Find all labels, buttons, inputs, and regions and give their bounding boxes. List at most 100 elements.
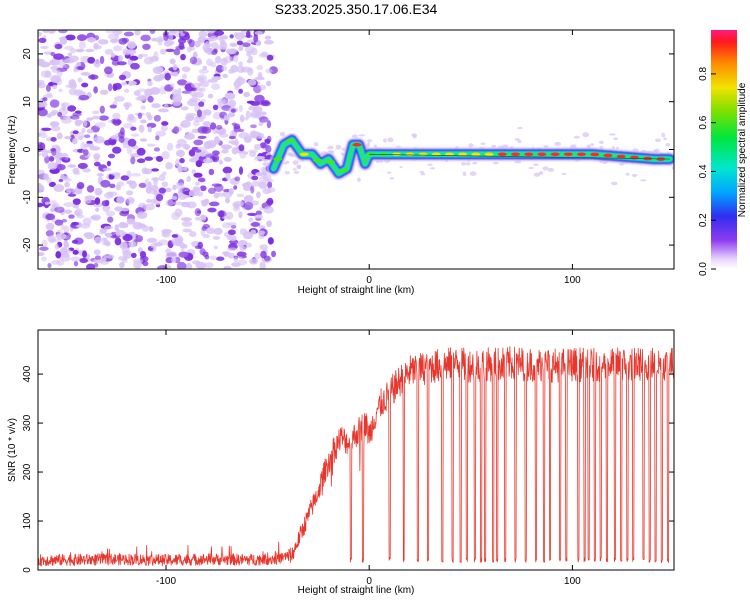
noise-blob	[164, 103, 169, 109]
noise-blob	[149, 55, 160, 62]
ridge-hotspot	[312, 158, 322, 163]
noise-blob	[171, 257, 177, 263]
noise-blob	[52, 84, 58, 90]
noise-blob	[222, 73, 228, 79]
noise-blob	[185, 114, 195, 121]
noise-blob	[163, 32, 169, 42]
noise-blob	[138, 53, 148, 57]
noise-blob	[99, 257, 107, 262]
noise-blob	[200, 214, 207, 221]
noise-blob	[126, 190, 134, 196]
noise-blob	[259, 142, 267, 149]
noise-blob	[103, 240, 110, 246]
noise-blob	[49, 121, 60, 127]
noise-blob	[238, 46, 244, 52]
noise-blob	[130, 126, 137, 131]
spectrogram-x-ticks: -100 0 100	[156, 30, 581, 286]
y-tick-label: 100	[22, 512, 33, 529]
noise-blob	[76, 61, 82, 67]
noise-blob	[246, 39, 256, 43]
ridge-hotspot	[577, 152, 587, 157]
noise-blob	[671, 166, 674, 170]
noise-blob	[220, 144, 232, 150]
noise-blob	[86, 144, 94, 148]
noise-blob	[165, 248, 172, 254]
noise-blob	[93, 153, 101, 160]
noise-blob	[472, 161, 478, 165]
noise-blob	[76, 214, 85, 219]
noise-blob	[100, 260, 109, 265]
noise-blob	[161, 151, 170, 160]
noise-blob	[256, 191, 261, 199]
noise-blob	[232, 200, 244, 207]
noise-blob	[265, 80, 272, 87]
noise-blob	[209, 255, 217, 261]
noise-blob	[91, 115, 101, 120]
noise-blob	[193, 139, 204, 146]
noise-blob	[123, 88, 130, 93]
noise-blob	[211, 83, 221, 90]
noise-blob	[72, 138, 78, 145]
noise-blob	[137, 94, 149, 99]
noise-blob	[266, 54, 274, 61]
noise-blob	[115, 228, 121, 237]
noise-blob	[113, 96, 125, 102]
noise-blob	[259, 84, 267, 91]
noise-blob	[112, 146, 122, 154]
noise-blob	[267, 181, 273, 189]
noise-blob	[609, 133, 616, 136]
noise-blob	[175, 158, 180, 167]
noise-blob	[373, 144, 377, 149]
ridge-hotspot	[497, 152, 507, 157]
noise-blob	[83, 143, 88, 149]
noise-blob	[98, 115, 109, 121]
noise-blob	[202, 121, 212, 127]
noise-blob	[122, 122, 134, 129]
colorbar-ticks: 0.0 0.2 0.4 0.6 0.8	[698, 67, 716, 276]
noise-blob	[112, 45, 123, 52]
noise-blob	[178, 251, 190, 258]
noise-blob	[99, 55, 105, 65]
noise-blob	[147, 126, 152, 133]
noise-blob	[215, 55, 222, 64]
noise-blob	[233, 125, 241, 133]
noise-blob	[462, 171, 467, 177]
noise-blob	[76, 48, 84, 53]
noise-blob	[189, 231, 197, 238]
noise-blob	[195, 181, 200, 186]
noise-blob	[186, 175, 192, 183]
noise-blob	[63, 202, 74, 208]
noise-blob	[234, 138, 239, 147]
snr-y-ticks: 0 100 200 300 400	[22, 365, 674, 573]
noise-blob	[279, 131, 286, 137]
noise-blob	[356, 177, 361, 182]
noise-blob	[155, 130, 166, 137]
noise-blob	[116, 196, 125, 204]
noise-blob	[86, 117, 94, 121]
noise-blob	[259, 261, 266, 269]
noise-blob	[243, 201, 254, 211]
noise-blob	[207, 93, 214, 99]
noise-blob	[91, 214, 102, 221]
noise-blob	[58, 59, 67, 67]
noise-blob	[554, 141, 562, 146]
noise-blob	[116, 61, 127, 66]
noise-blob	[223, 56, 233, 64]
noise-blob	[419, 170, 425, 174]
noise-blob	[135, 235, 144, 243]
noise-blob	[206, 30, 216, 34]
noise-blob	[79, 257, 88, 264]
ridge-hotspot	[392, 152, 402, 157]
noise-blob	[203, 198, 210, 205]
spectrogram-x-label: Height of straight line (km)	[298, 285, 415, 296]
noise-blob	[136, 158, 146, 164]
noise-blob	[202, 43, 211, 52]
noise-blob	[59, 157, 67, 161]
noise-blob	[76, 34, 87, 41]
noise-blob	[122, 233, 133, 242]
noise-blob	[202, 158, 214, 164]
noise-blob	[160, 48, 167, 55]
noise-blob	[590, 143, 595, 146]
noise-blob	[107, 83, 113, 92]
noise-blob	[243, 151, 249, 155]
